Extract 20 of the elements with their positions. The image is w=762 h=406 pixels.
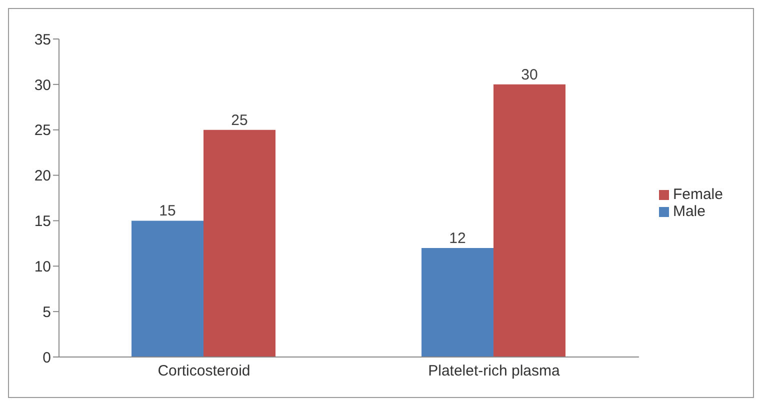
y-tick-label: 0 <box>42 349 51 366</box>
y-tick-label: 15 <box>34 213 51 230</box>
y-tick-label: 10 <box>34 258 51 276</box>
data-label: 15 <box>159 202 176 220</box>
bar <box>493 84 566 357</box>
bar <box>131 220 204 357</box>
legend-label: Female <box>672 186 723 203</box>
y-tick-label: 20 <box>34 168 51 185</box>
bar <box>203 130 276 357</box>
data-label: 12 <box>449 230 466 247</box>
x-tick-label: Corticosteroid <box>158 362 250 380</box>
y-tick-label: 35 <box>34 31 51 48</box>
bar <box>421 248 494 357</box>
data-label: 25 <box>231 112 248 129</box>
legend-label: Male <box>672 203 706 220</box>
y-tick-label: 25 <box>34 122 51 140</box>
y-tick-label: 5 <box>42 304 51 321</box>
data-label: 30 <box>521 66 538 84</box>
y-tick-label: 30 <box>34 76 51 94</box>
x-tick-label: Platelet-rich plasma <box>428 362 560 380</box>
